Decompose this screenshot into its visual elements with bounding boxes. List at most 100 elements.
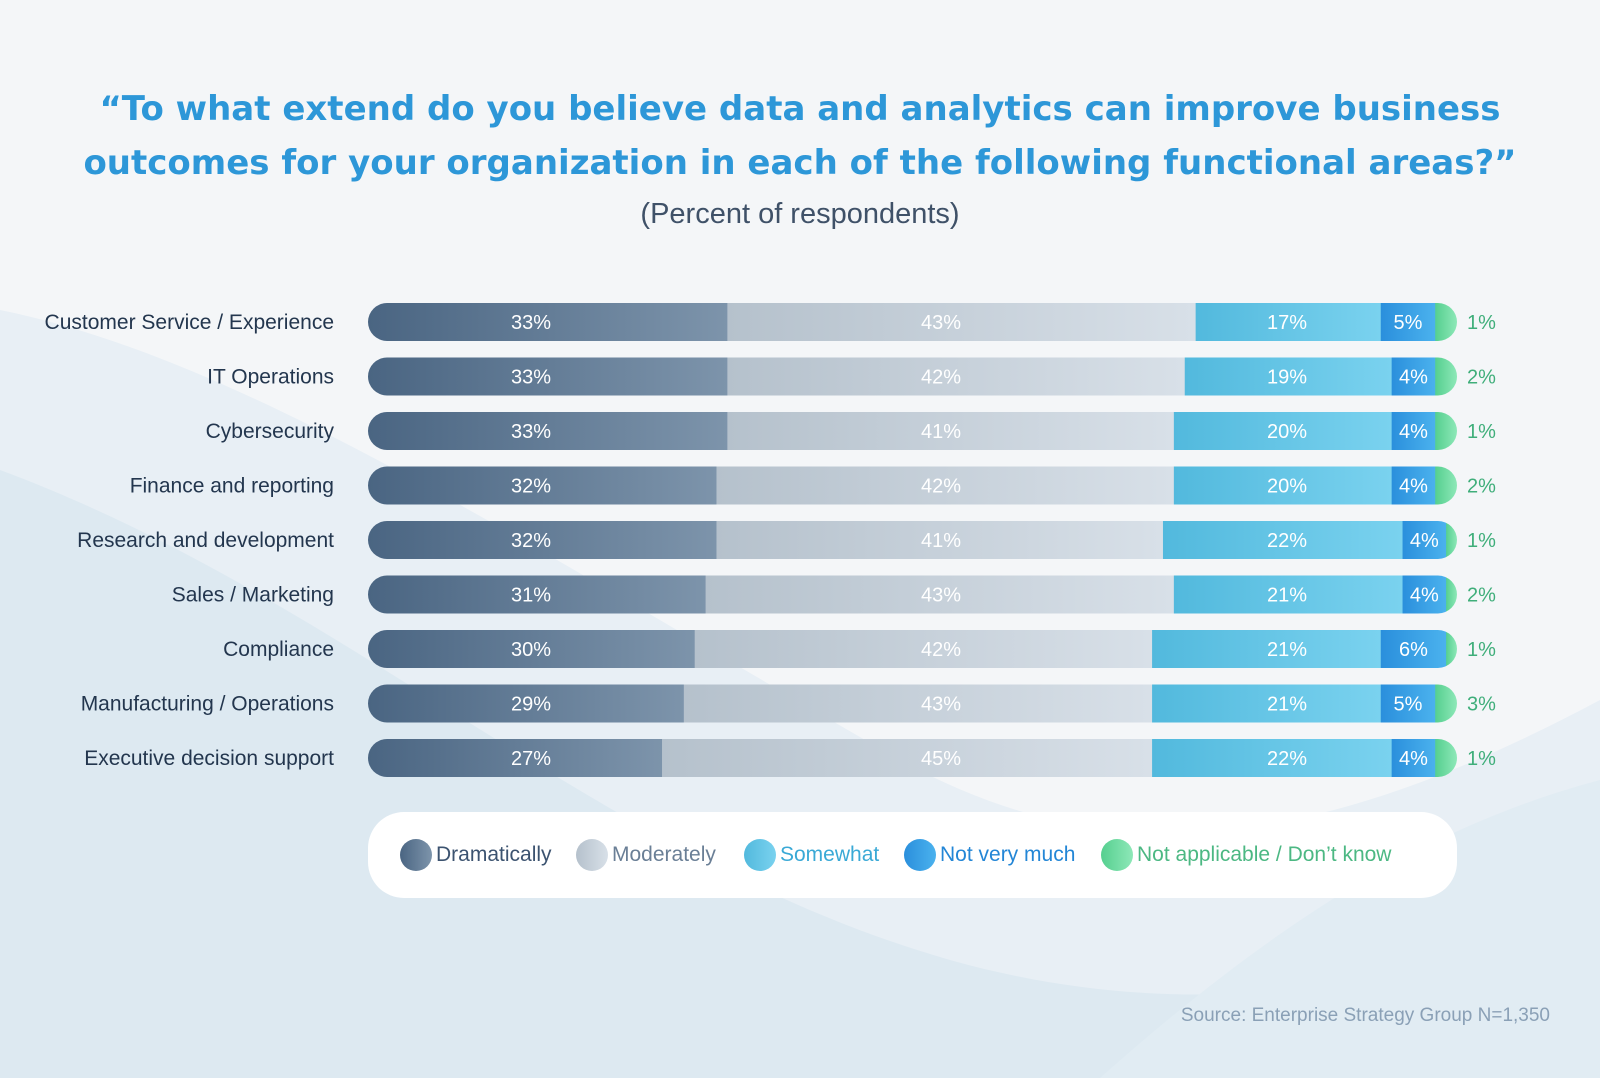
bar-segment-na [1435,684,1457,723]
data-label-moderately: 41% [921,421,961,443]
data-label-somewhat: 20% [1267,476,1307,498]
bar-segment-not_very_much [1402,575,1447,614]
data-label-somewhat: 19% [1267,367,1307,389]
row-label: Manufacturing / Operations [81,693,334,716]
legend-label-somewhat: Somewhat [780,843,880,866]
bar-row [368,357,1457,396]
legend-item-moderately: Moderately [576,838,716,872]
bar-segment-dramatically [368,466,717,505]
data-label-dramatically: 27% [511,748,551,770]
data-label-moderately: 43% [921,694,961,716]
bar-segment-na [1446,521,1457,559]
bar-segment-na [1435,412,1457,450]
bar-segment-not_very_much [1391,357,1436,396]
bar-segment-na [1435,357,1457,396]
bar-row [368,630,1457,668]
legend-item-not-very-much: Not very much [904,838,1075,872]
bar-segment-dramatically [368,521,717,559]
data-label-moderately: 41% [921,530,961,552]
data-label-not_very_much: 4% [1410,585,1439,607]
bar-segment-dramatically [368,357,728,396]
legend: Dramatically Moderately Somewhat Not ver… [368,812,1457,898]
legend-swatch-not-very-much [904,839,936,871]
legend-item-somewhat: Somewhat [744,838,879,872]
bar-segment-dramatically [368,412,728,450]
row-label: Compliance [223,638,334,661]
bar-segment-dramatically [368,630,696,668]
bar-segment-not_very_much [1380,630,1447,668]
data-label-na: 2% [1467,367,1496,389]
data-label-moderately: 43% [921,585,961,607]
data-label-not_very_much: 5% [1394,694,1423,716]
bar-segment-moderately [716,521,1164,559]
data-label-moderately: 43% [921,312,961,334]
data-label-moderately: 45% [921,748,961,770]
data-label-na: 2% [1467,585,1496,607]
chart-title: “To what extend do you believe data and … [0,82,1600,190]
bar-segment-na [1435,739,1457,777]
bar-segment-somewhat [1152,739,1393,777]
data-label-dramatically: 33% [511,421,551,443]
data-label-somewhat: 21% [1267,585,1307,607]
bar-segment-moderately [727,412,1175,450]
data-label-somewhat: 21% [1267,694,1307,716]
data-label-na: 1% [1467,748,1496,770]
row-label: Cybersecurity [206,420,335,443]
data-label-not_very_much: 4% [1399,421,1428,443]
bar-segment-dramatically [368,303,728,341]
data-label-dramatically: 30% [511,639,551,661]
bar-segment-somewhat [1152,630,1382,668]
legend-swatch-not-applicable [1101,839,1133,871]
data-label-somewhat: 17% [1267,312,1307,334]
bar-segment-somewhat [1173,575,1404,614]
bar-row [368,739,1457,777]
bar-segment-dramatically [368,739,663,777]
legend-label-not-very-much: Not very much [940,843,1076,866]
data-label-moderately: 42% [921,367,961,389]
data-label-dramatically: 31% [511,585,551,607]
bar-segment-na [1435,303,1457,341]
legend-swatch-moderately [576,839,608,871]
bar-segment-na [1446,575,1457,614]
bar-row [368,466,1457,505]
chart-title-line-1: “To what extend do you believe data and … [99,89,1501,129]
data-label-not_very_much: 4% [1410,530,1439,552]
data-label-dramatically: 32% [511,476,551,498]
legend-label-moderately: Moderately [612,843,716,866]
data-label-not_very_much: 5% [1394,312,1423,334]
bar-segment-moderately [694,630,1153,668]
legend-label-not-applicable: Not applicable / Don’t know [1137,843,1392,866]
source-note: Source: Enterprise Strategy Group N=1,35… [1180,1005,1550,1026]
bar-segment-moderately [716,466,1175,505]
bar-row [368,684,1457,723]
bar-segment-na [1435,466,1457,505]
row-label: Sales / Marketing [172,584,334,607]
row-label: Finance and reporting [130,475,334,498]
bar-row [368,303,1457,341]
bar-segment-moderately [727,303,1197,341]
data-label-na: 1% [1467,530,1496,552]
row-label: Customer Service / Experience [45,311,334,334]
data-label-na: 1% [1467,312,1496,334]
bar-segment-not_very_much [1380,684,1436,723]
data-label-not_very_much: 4% [1399,476,1428,498]
legend-label-dramatically: Dramatically [436,843,552,866]
bar-segment-moderately [727,357,1186,396]
data-label-somewhat: 22% [1267,748,1307,770]
bar-segment-moderately [683,684,1153,723]
bar-segment-somewhat [1152,684,1382,723]
data-label-somewhat: 21% [1267,639,1307,661]
bar-segment-not_very_much [1391,466,1436,505]
chart-title-line-2: outcomes for your organization in each o… [83,143,1517,183]
data-label-not_very_much: 4% [1399,748,1428,770]
bar-row [368,521,1457,559]
data-label-dramatically: 33% [511,367,551,389]
bar-segment-not_very_much [1391,739,1436,777]
chart-subtitle: (Percent of respondents) [640,198,960,230]
bar-segment-somewhat [1173,412,1393,450]
data-label-somewhat: 22% [1267,530,1307,552]
data-label-somewhat: 20% [1267,421,1307,443]
data-label-dramatically: 29% [511,694,551,716]
row-label: IT Operations [207,366,334,389]
data-label-na: 3% [1467,694,1496,716]
